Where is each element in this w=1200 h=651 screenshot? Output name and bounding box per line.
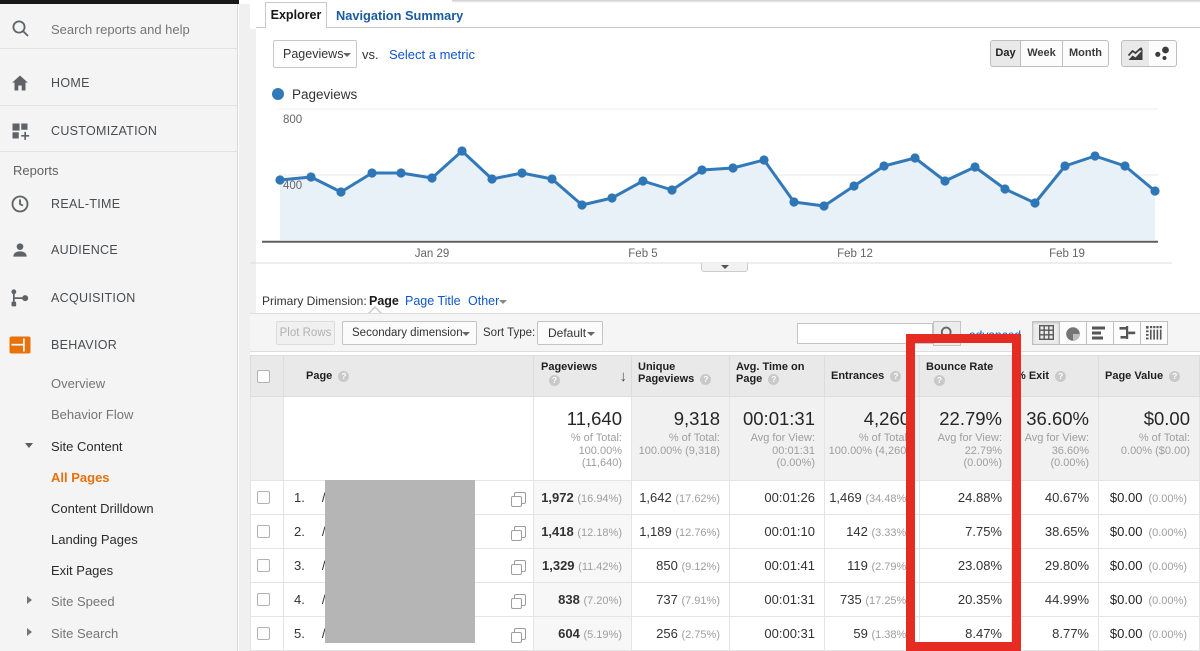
svg-text:Feb 12: Feb 12 [837, 248, 873, 260]
svg-text:400: 400 [283, 180, 302, 192]
svg-text:Feb 19: Feb 19 [1049, 248, 1085, 260]
svg-text:Jan 29: Jan 29 [415, 248, 450, 260]
svg-text:Feb 5: Feb 5 [628, 248, 657, 260]
svg-text:800: 800 [283, 114, 302, 126]
